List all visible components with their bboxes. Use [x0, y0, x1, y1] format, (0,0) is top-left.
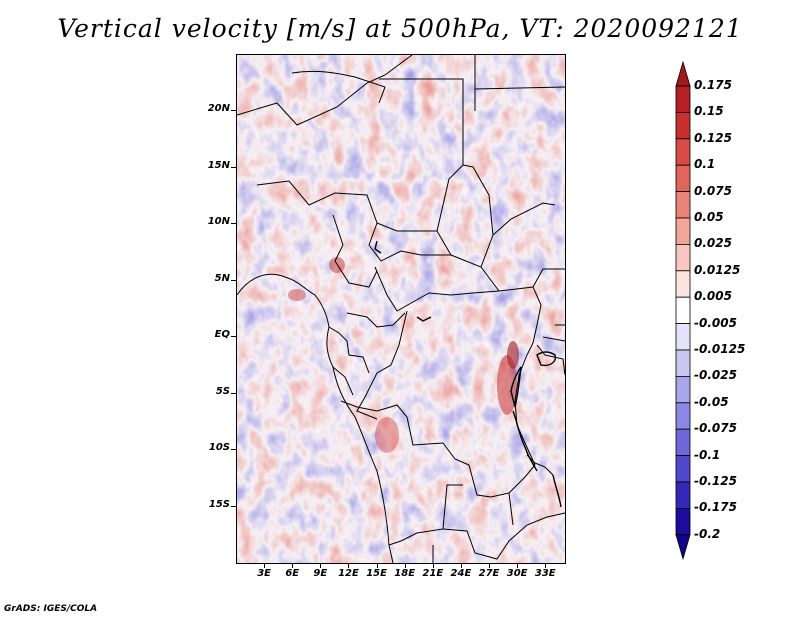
colorbar — [675, 60, 691, 560]
lon-label: 15E — [366, 568, 387, 579]
lon-tick — [460, 563, 462, 568]
lat-tick — [231, 223, 236, 225]
colorbar-label: 0.025 — [694, 236, 732, 251]
colorbar-label: -0.125 — [694, 474, 737, 488]
colorbar-label: 0.0125 — [694, 262, 741, 277]
lat-tick — [231, 336, 236, 338]
colorbar-label: -0.005 — [694, 315, 737, 330]
lat-tick — [231, 166, 236, 168]
lon-label: 18E — [394, 568, 416, 579]
colorbar-label: 0.075 — [694, 183, 732, 198]
lat-tick — [231, 110, 236, 112]
colorbar-swatch — [675, 243, 691, 272]
lakes-and-coastline-detail — [374, 240, 562, 508]
lon-label: 21E — [422, 568, 444, 579]
lon-label: 27E — [478, 568, 500, 579]
colorbar-label: 0.005 — [694, 289, 732, 304]
lon-tick — [545, 563, 547, 568]
country-borders — [237, 55, 565, 563]
lat-tick — [231, 449, 236, 451]
colorbar-label: -0.0125 — [694, 342, 746, 356]
colorbar-swatch — [675, 402, 691, 430]
grads-credit: GrADS: IGES/COLA — [4, 604, 98, 614]
colorbar-swatch — [675, 455, 691, 483]
lat-tick — [231, 279, 236, 281]
colorbar-label: -0.05 — [694, 394, 729, 409]
lon-tick — [320, 563, 322, 568]
lon-tick — [517, 563, 519, 568]
colorbar-label: 0.125 — [694, 130, 732, 145]
colorbar-label: -0.075 — [694, 421, 737, 436]
lon-label: 3E — [257, 568, 271, 579]
map-svg — [237, 55, 565, 563]
colorbar-swatch — [675, 323, 691, 351]
colorbar-label: -0.2 — [694, 526, 721, 541]
lon-label: 6E — [285, 568, 300, 579]
colorbar-swatch — [675, 112, 691, 140]
lon-tick — [489, 563, 491, 568]
colorbar-swatch — [675, 164, 691, 192]
lat-label: 5S — [215, 385, 230, 397]
lat-label: 15S — [208, 498, 230, 510]
lat-label: EQ — [214, 329, 230, 341]
lat-label: 15N — [207, 159, 230, 171]
colorbar-swatch — [675, 217, 691, 245]
colorbar-swatch — [675, 428, 691, 457]
colorbar-swatch — [675, 138, 691, 166]
colorbar-top-arrow — [675, 60, 691, 87]
lat-label: 20N — [207, 103, 230, 115]
lat-tick — [231, 392, 236, 394]
chart-title: Vertical velocity [m/s] at 500hPa, VT: 2… — [57, 14, 743, 43]
colorbar-label: -0.175 — [694, 500, 737, 515]
colorbar-label: 0.05 — [694, 210, 724, 224]
map-panel — [236, 54, 566, 564]
lon-tick — [404, 563, 406, 568]
colorbar-swatch — [675, 296, 691, 324]
colorbar-swatch — [675, 375, 691, 404]
lat-tick — [231, 505, 236, 507]
colorbar-swatch — [675, 349, 691, 377]
lon-label: 12E — [338, 568, 359, 579]
lon-label: 9E — [313, 568, 328, 579]
lon-tick — [292, 563, 294, 568]
lon-tick — [376, 563, 378, 568]
colorbar-bottom-arrow — [675, 534, 691, 560]
colorbar-label: 0.1 — [694, 157, 716, 172]
colorbar-label: -0.1 — [694, 447, 721, 462]
lat-label: 10N — [207, 216, 230, 228]
lon-tick — [432, 563, 434, 568]
colorbar-swatch — [675, 85, 691, 113]
lon-label: 24E — [450, 568, 472, 579]
colorbar-label: 0.15 — [694, 104, 724, 119]
colorbar-swatch — [675, 270, 691, 298]
lon-label: 33E — [534, 568, 556, 579]
lon-tick — [348, 563, 350, 568]
colorbar-swatch — [675, 481, 691, 509]
colorbar-swatch — [675, 191, 691, 219]
lon-tick — [264, 563, 266, 568]
lat-label: 10S — [208, 442, 230, 454]
colorbar-label: -0.025 — [694, 368, 737, 383]
lon-label: 30E — [506, 568, 528, 579]
lat-label: 5N — [214, 272, 230, 284]
colorbar-label: 0.175 — [694, 78, 732, 92]
colorbar-swatch — [675, 507, 691, 536]
